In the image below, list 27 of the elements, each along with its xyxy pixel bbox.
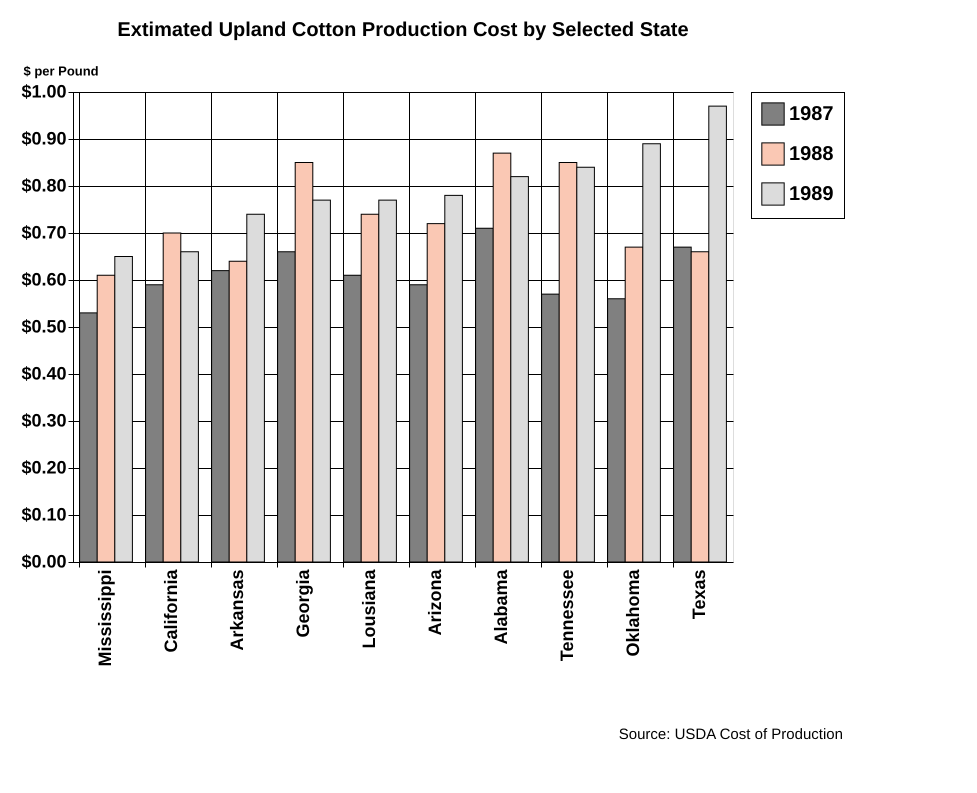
y-tick-label: $0.30 [21, 410, 66, 430]
x-tick-label: Oklahoma [623, 568, 643, 657]
x-tick-label: Alabama [491, 568, 511, 645]
y-tick-label: $0.40 [21, 364, 66, 384]
source-note: Source: USDA Cost of Production [618, 726, 843, 743]
y-tick-label: $0.50 [21, 316, 66, 336]
x-tick-label: Lousiana [359, 568, 379, 649]
x-tick-label: California [161, 568, 181, 653]
y-tick-label: $0.90 [21, 128, 66, 148]
y-tick-label: $0.20 [21, 458, 66, 478]
chart-title: Extimated Upland Cotton Production Cost by Selected State [117, 19, 689, 41]
y-tick-label: $0.10 [21, 504, 66, 524]
x-tick-label: Arizona [425, 568, 445, 636]
y-tick-label: $1.00 [21, 82, 66, 102]
x-tick-label: Arkansas [227, 570, 247, 651]
x-tick-label: Texas [689, 570, 709, 620]
x-tick-label: Tennessee [557, 570, 577, 662]
y-tick-label: $0.70 [21, 222, 66, 242]
y-axis-title: $ per Pound [24, 64, 99, 78]
y-tick-label: $0.60 [21, 270, 66, 290]
y-tick-label: $0.80 [21, 176, 66, 196]
y-tick-label: $0.00 [21, 552, 66, 572]
x-tick-label: Mississippi [95, 570, 115, 667]
x-tick-label: Georgia [293, 568, 313, 638]
legend-label: 1988 [789, 143, 834, 165]
legend-label: 1989 [789, 183, 834, 205]
legend-label: 1987 [789, 103, 834, 125]
